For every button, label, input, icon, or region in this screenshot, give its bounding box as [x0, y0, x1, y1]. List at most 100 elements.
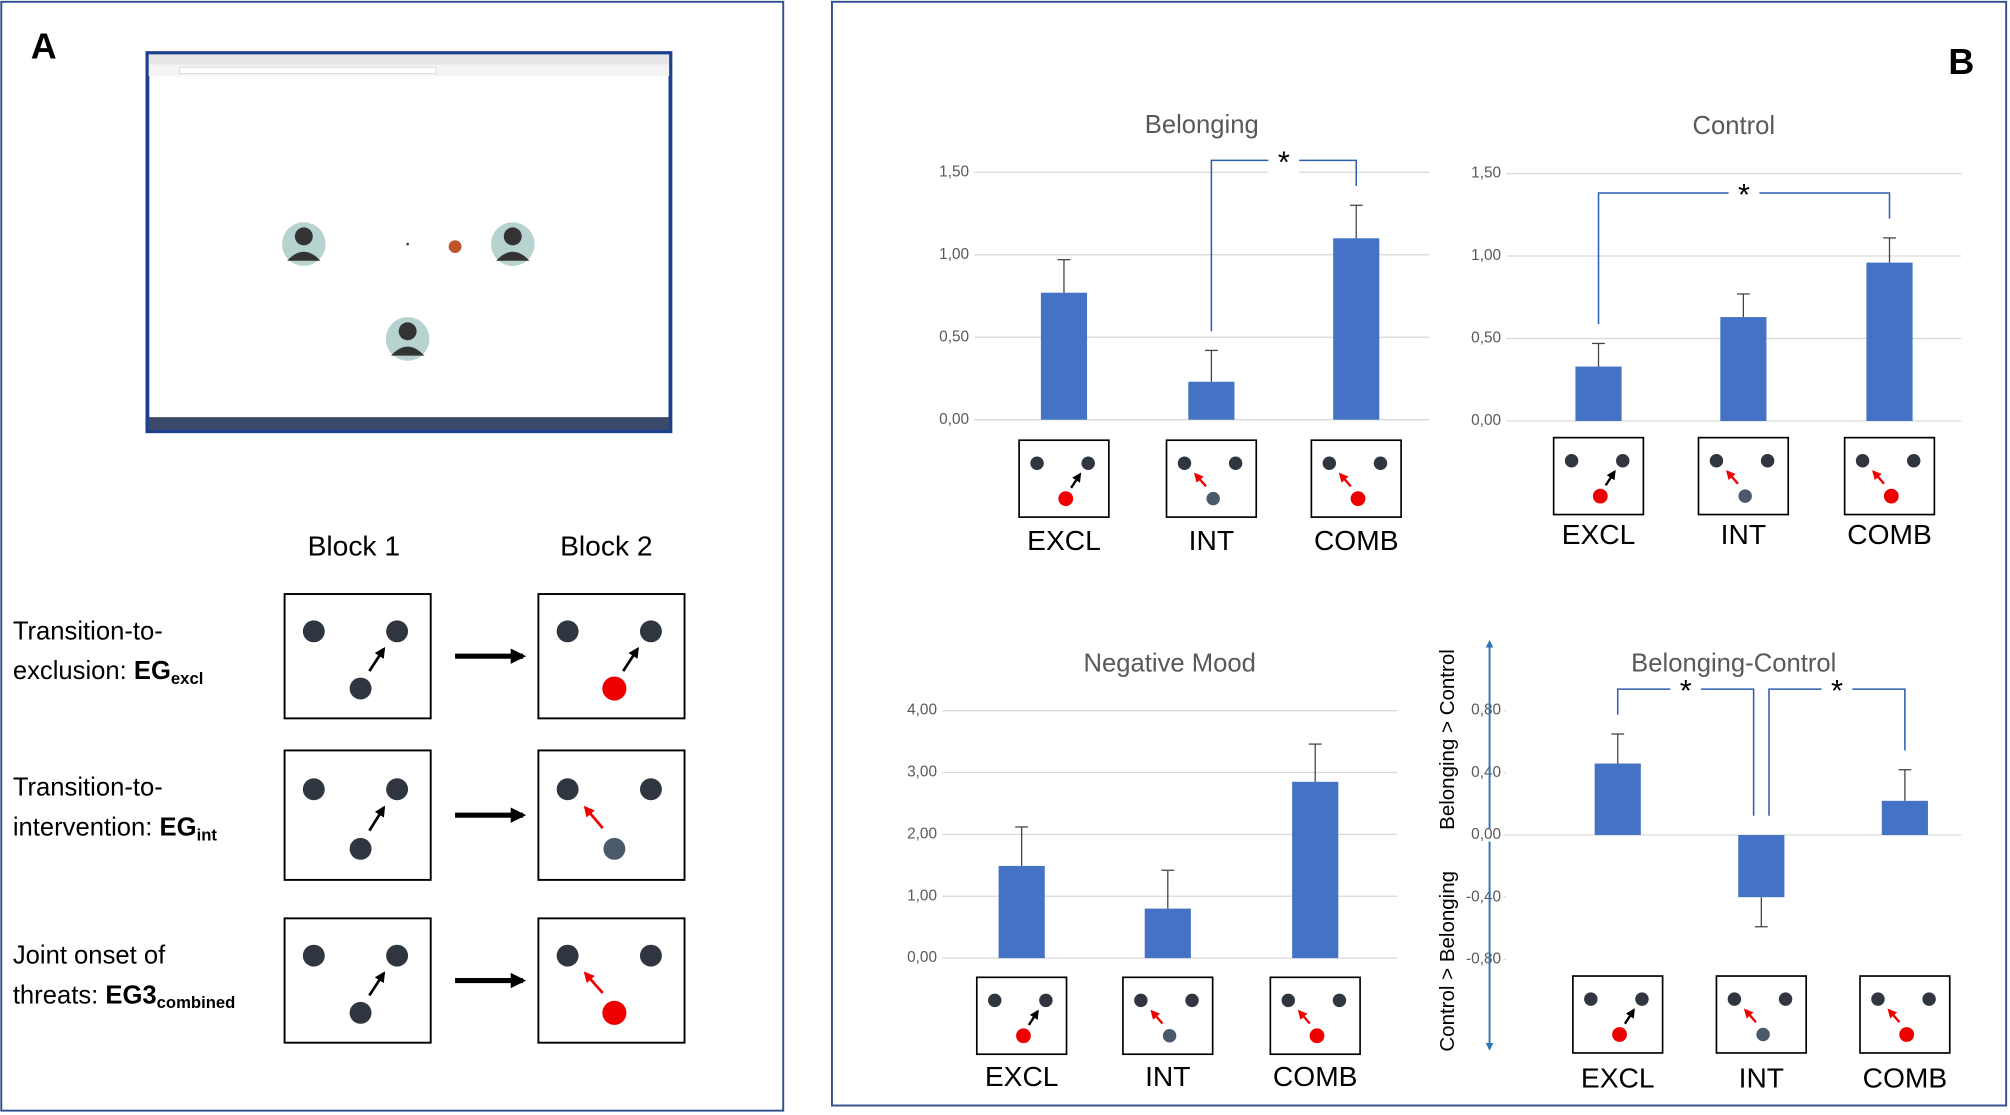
trial-icon	[1715, 975, 1808, 1054]
player-dot	[1322, 456, 1337, 471]
charts: Belonging 0,00 0,50 1,00 1,50 EXCL INT COMB * Con…	[907, 111, 1962, 1093]
player-dot	[639, 620, 662, 643]
significance-bracket	[1768, 688, 1906, 816]
bar	[1720, 317, 1767, 421]
row-label-part: EG	[134, 657, 171, 685]
significance-label: *	[1738, 177, 1750, 212]
x-tick-label: EXCL	[1027, 524, 1101, 556]
player-dot	[1612, 1027, 1627, 1042]
chart-title: Control	[1692, 112, 1775, 140]
player-dot	[988, 993, 1002, 1008]
trial-icon	[283, 917, 432, 1044]
player-dot	[302, 778, 325, 801]
chart-title: Negative Mood	[1084, 649, 1256, 677]
row-label: intervention: EGint	[13, 813, 218, 844]
player-dot	[1206, 491, 1220, 506]
y-tick-label: 0,00	[907, 949, 937, 966]
y-tick-label: 1,00	[907, 887, 937, 904]
player-dot	[1350, 491, 1366, 507]
throw-arrow	[1604, 469, 1616, 486]
player-dot	[1883, 488, 1899, 504]
player-dot	[1778, 992, 1793, 1006]
player-dot	[1081, 456, 1095, 471]
panel-label: B	[1948, 42, 1974, 82]
bar	[1333, 238, 1380, 420]
bar	[1866, 262, 1913, 421]
x-tick-label: INT	[1739, 1061, 1784, 1093]
throw-arrow	[1887, 1008, 1901, 1023]
bar	[1188, 381, 1235, 420]
significance-label: *	[1278, 144, 1290, 179]
player-dot	[1228, 456, 1243, 471]
y-tick-label: 4,00	[907, 702, 937, 719]
throw-arrow	[1872, 470, 1885, 485]
player-dot	[1281, 993, 1296, 1008]
player-dot	[1899, 1027, 1915, 1042]
significance-label: *	[1680, 673, 1692, 708]
trial-icon	[1697, 436, 1790, 516]
player-dot	[1039, 993, 1053, 1008]
player-dot	[1871, 992, 1885, 1006]
player-dot	[302, 944, 325, 967]
throw-arrow	[622, 646, 639, 672]
player-dot	[349, 1001, 372, 1024]
x-tick-label: INT	[1721, 518, 1766, 550]
y-tick-label: 1,50	[1471, 165, 1501, 182]
y-tick-label: 0,00	[939, 411, 969, 428]
player-dot	[386, 778, 409, 801]
player-dot	[639, 944, 662, 967]
y-tick-label: 3,00	[907, 764, 937, 781]
throw-arrow	[1070, 472, 1082, 489]
paradigm: Block 1 Block 2 Transition-to-exclusion: E…	[13, 529, 686, 1044]
player-dot	[1162, 1029, 1177, 1043]
bar	[1881, 800, 1928, 836]
throw-arrow	[1194, 472, 1207, 488]
chart-title: Belonging	[1145, 111, 1259, 139]
bar	[1144, 908, 1191, 959]
y-tick-label: 0,80	[1471, 702, 1501, 719]
player-dot	[1709, 453, 1724, 468]
x-tick-label: COMB	[1847, 518, 1932, 550]
player-dot	[602, 676, 627, 701]
row-label-part: exclusion:	[13, 657, 134, 685]
bar	[998, 865, 1045, 959]
panel-a-frame	[0, 0, 785, 1112]
bar	[1738, 835, 1785, 898]
throw-arrow	[1150, 1009, 1164, 1025]
y-tick-label: -0,80	[1466, 950, 1501, 967]
x-tick-label: COMB	[1273, 1060, 1358, 1092]
player-dot	[1332, 993, 1347, 1008]
throw-arrow	[368, 805, 386, 832]
block-header: Block 2	[560, 529, 652, 561]
throw-arrow	[1623, 1008, 1635, 1025]
panel-label: A	[31, 27, 57, 67]
row-label-part: excl	[171, 669, 203, 688]
player-dot	[349, 837, 372, 860]
y-tick-label: 0,00	[1471, 412, 1501, 429]
player-dot	[1738, 489, 1752, 503]
panel-b-frame	[830, 0, 2008, 1107]
x-tick-label: EXCL	[1581, 1061, 1655, 1093]
bar	[1040, 292, 1088, 420]
player-dot	[1185, 993, 1199, 1008]
y-tick-label: 2,00	[907, 825, 937, 842]
player-dot	[602, 1000, 627, 1025]
row-label-part: int	[197, 826, 218, 845]
bar	[1575, 366, 1622, 421]
throw-arrow	[1297, 1009, 1311, 1025]
bar-chart: Control 0,00 0,50 1,00 1,50 EXCL INT COMB *	[1471, 112, 1962, 550]
player-dot	[1564, 453, 1579, 468]
y-tick-label: 0,50	[1471, 330, 1501, 347]
block-header: Block 1	[308, 529, 400, 561]
player-dot	[349, 677, 372, 700]
trial-icon	[283, 593, 432, 720]
throw-arrow	[368, 646, 386, 672]
bracket-bg	[1728, 180, 1760, 206]
throw-arrow	[1027, 1009, 1039, 1026]
throw-arrow	[1743, 1008, 1757, 1023]
bar	[1594, 763, 1641, 836]
y-tick-label: -0,40	[1466, 888, 1501, 905]
throw-arrow	[583, 971, 604, 994]
player-dot	[1309, 1028, 1325, 1044]
